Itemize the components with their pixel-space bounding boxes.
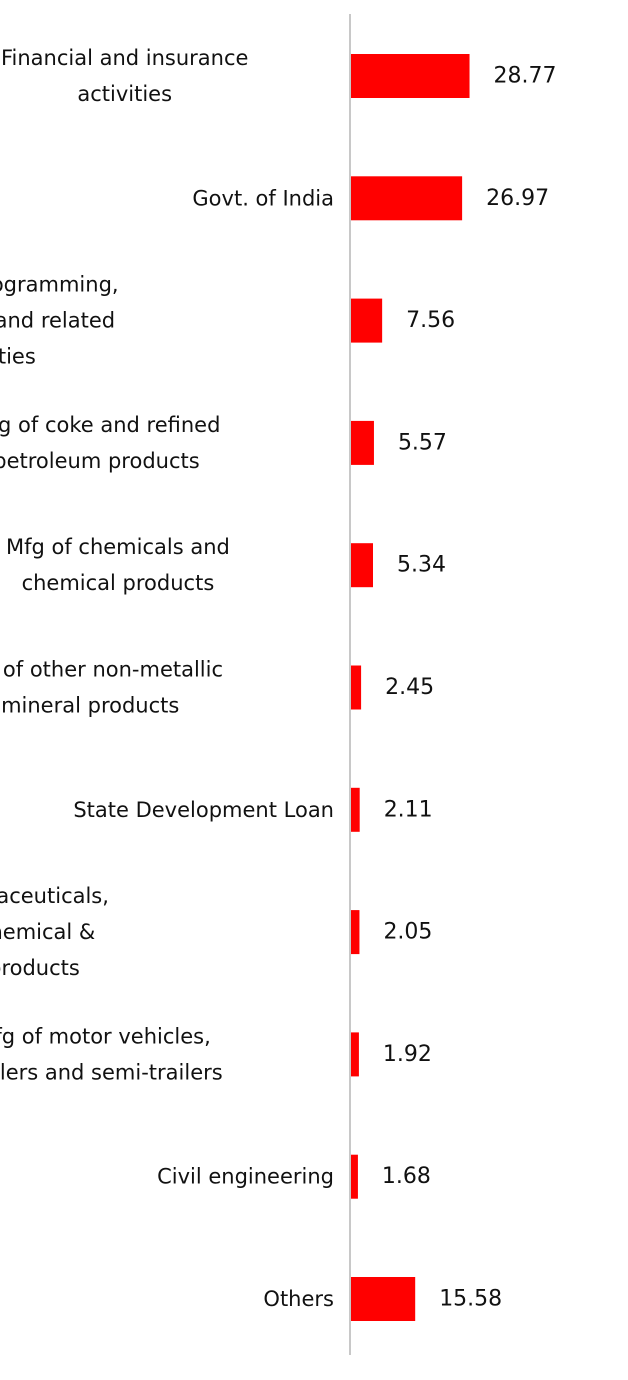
category-label-line: trailers and semi-trailers	[0, 1060, 223, 1084]
category-label: State Development Loan	[73, 798, 334, 822]
bar	[351, 1154, 358, 1199]
category-label-line: Mfg of coke and refined	[0, 413, 220, 437]
value-label: 28.77	[494, 64, 557, 89]
value-label: 2.05	[383, 920, 432, 945]
bar	[351, 1032, 359, 1077]
category-label-line: consultancy and related	[0, 309, 115, 333]
category-label: Others	[263, 1287, 334, 1311]
category-label: Mfg of chemicals and chemical products	[6, 535, 230, 595]
bar	[351, 420, 374, 465]
value-label: 2.11	[384, 797, 433, 822]
value-label: 2.45	[385, 675, 434, 700]
category-label: Mfg of pharmaceuticals, medicinal chemica…	[0, 884, 109, 980]
category-label-line: activities	[77, 82, 172, 106]
value-label: 26.97	[486, 186, 549, 211]
category-label-line: Civil engineering	[157, 1165, 334, 1189]
value-label: 5.34	[397, 553, 446, 578]
category-label-line: Financial and insurance	[1, 46, 249, 70]
bar	[351, 910, 360, 955]
category-label-line: activities	[0, 345, 36, 369]
bar	[351, 787, 360, 832]
category-label: Financial and insurance activities	[1, 46, 249, 106]
category-label: Civil engineering	[157, 1165, 334, 1189]
category-label-line: Govt. of India	[192, 186, 334, 210]
bar	[351, 298, 383, 343]
category-label-line: medicinal chemical &	[0, 920, 95, 944]
bar	[351, 1277, 416, 1321]
labels-layer: 28.77 Financial and insurance activities 26…	[0, 46, 557, 1312]
category-label: Govt. of India	[192, 186, 334, 210]
category-label-line: Mfg of motor vehicles,	[0, 1024, 211, 1048]
value-label: 5.57	[398, 430, 447, 455]
value-label: 15.58	[439, 1287, 502, 1312]
category-label-line: mineral products	[1, 694, 179, 718]
category-label-line: Others	[263, 1287, 334, 1311]
category-label-line: chemical products	[22, 571, 215, 595]
category-label-line: Mfg of other non-metallic	[0, 658, 223, 682]
category-label-line: State Development Loan	[73, 798, 334, 822]
category-label-line: petroleum products	[0, 449, 200, 473]
value-label: 7.56	[406, 308, 455, 333]
value-label: 1.68	[382, 1164, 431, 1189]
category-label-line: Mfg of pharmaceuticals,	[0, 884, 109, 908]
bar	[351, 543, 374, 588]
bar	[351, 54, 470, 98]
category-label: Mfg of other non-metallic mineral product…	[0, 658, 223, 718]
category-label: Mfg of motor vehicles, trailers and semi-…	[0, 1024, 223, 1084]
category-label: Computer programming, consultancy and rel…	[0, 273, 119, 369]
category-label-line: botanical products	[0, 956, 80, 980]
bar	[351, 665, 362, 710]
value-label: 1.92	[383, 1042, 432, 1067]
bar	[351, 176, 463, 221]
category-label: Mfg of coke and refined petroleum product…	[0, 413, 220, 473]
category-label-line: Mfg of chemicals and	[6, 535, 230, 559]
category-label-line: Computer programming,	[0, 273, 119, 297]
bars-layer	[351, 54, 470, 1321]
